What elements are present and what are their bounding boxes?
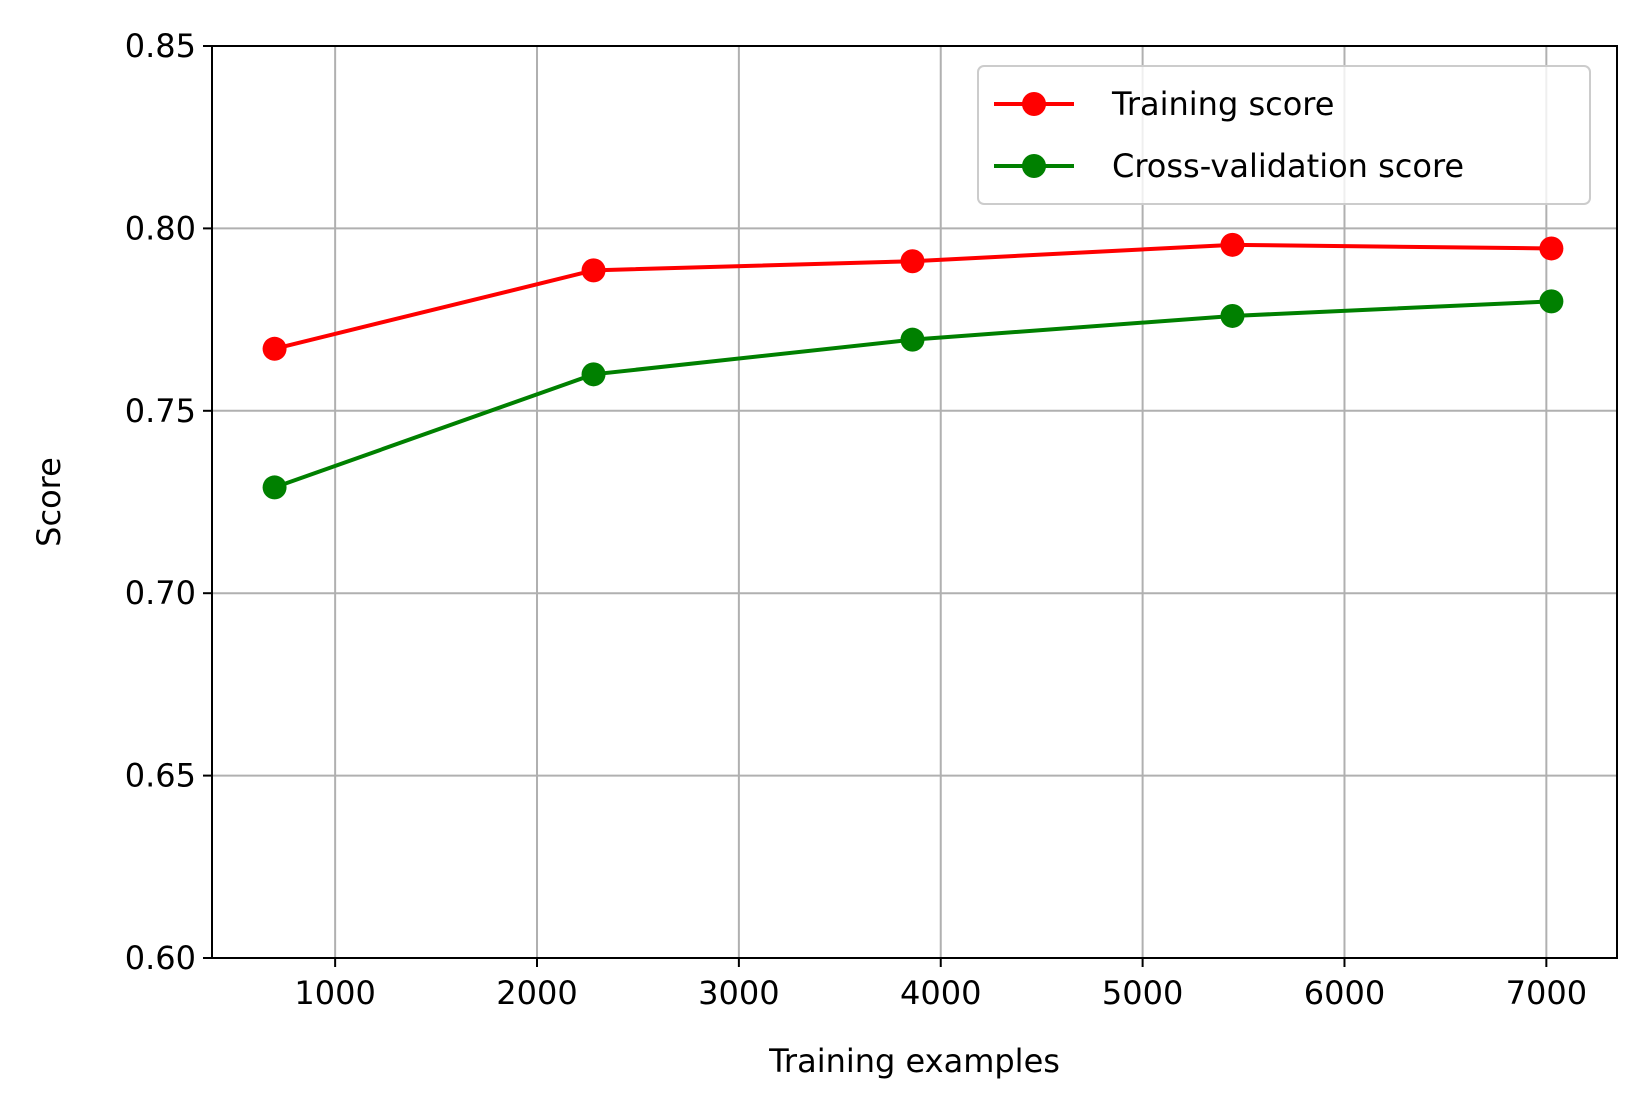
legend-marker xyxy=(1022,92,1046,116)
data-point xyxy=(900,249,925,274)
data-point xyxy=(581,362,606,387)
legend-entries: Training score Cross-validation score xyxy=(994,85,1464,185)
y-tick-label: 0.85 xyxy=(125,27,196,65)
data-point xyxy=(1220,303,1245,328)
x-tick-label: 1000 xyxy=(294,974,375,1012)
legend-label: Cross-validation score xyxy=(1112,147,1464,185)
legend-box xyxy=(977,65,1591,205)
data-point xyxy=(900,327,925,352)
x-tick-label: 3000 xyxy=(698,974,779,1012)
x-tick-label: 2000 xyxy=(496,974,577,1012)
y-tick-label: 0.60 xyxy=(125,939,196,977)
x-tick-label: 4000 xyxy=(900,974,981,1012)
x-tick-label: 6000 xyxy=(1304,974,1385,1012)
legend: Training score Cross-validation score xyxy=(977,65,1591,205)
y-tick-label: 0.70 xyxy=(125,574,196,612)
y-tick-label: 0.65 xyxy=(125,757,196,795)
x-tick-label: 5000 xyxy=(1102,974,1183,1012)
y-tick-label: 0.80 xyxy=(125,209,196,247)
y-tick-label: 0.75 xyxy=(125,392,196,430)
data-point xyxy=(1539,236,1564,261)
data-point xyxy=(581,258,606,283)
series-cross-validation-score xyxy=(262,289,1564,500)
data-point xyxy=(262,336,287,361)
y-axis-label: Score xyxy=(30,457,68,547)
data-point xyxy=(1539,289,1564,314)
ticks: 1000 2000 3000 4000 5000 6000 7000 0.60 0.65 0.70… xyxy=(125,27,1587,1012)
legend-entry: Training score xyxy=(994,85,1334,123)
series-training-score xyxy=(262,232,1564,361)
legend-label: Training score xyxy=(1111,85,1334,123)
x-axis-label: Training examples xyxy=(768,1042,1060,1080)
series-layer xyxy=(262,232,1564,500)
x-tick-label: 7000 xyxy=(1506,974,1587,1012)
legend-marker xyxy=(1022,154,1046,178)
legend-entry: Cross-validation score xyxy=(994,147,1464,185)
data-point xyxy=(1220,232,1245,257)
plot-frame xyxy=(211,45,1618,959)
data-point xyxy=(262,475,287,500)
